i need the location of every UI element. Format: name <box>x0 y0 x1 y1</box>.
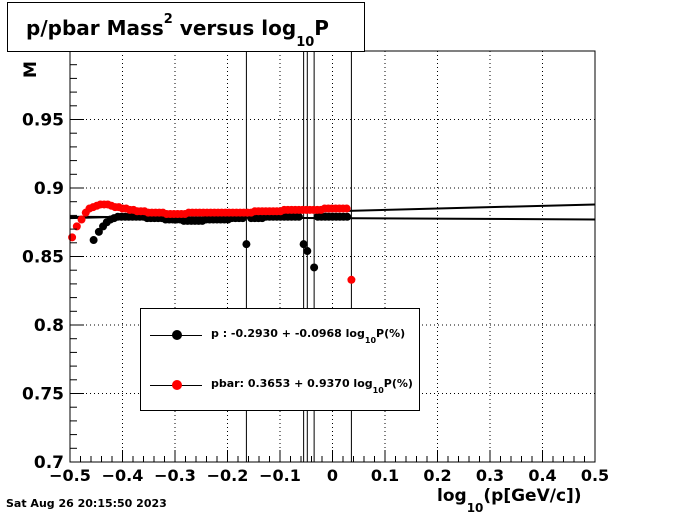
x-tick-label: 0.3 <box>476 466 504 485</box>
x-tick-label: 0.5 <box>581 466 609 485</box>
data-points <box>68 200 356 284</box>
data-point-pbar <box>72 222 81 231</box>
legend-label-pbar: pbar: 0.3653 + 0.9370 log10P(%) <box>211 377 413 396</box>
legend-entry-p: p : -0.2930 + -0.0968 log10P(%) <box>141 325 419 345</box>
x-tick-label: −0.3 <box>154 466 196 485</box>
data-point-p <box>303 247 312 256</box>
y-tick-label: 0.85 <box>22 248 64 268</box>
y-tick-label: 0.9 <box>34 179 64 199</box>
data-point-p <box>343 212 352 221</box>
legend-marker-p <box>172 330 182 340</box>
y-tick-label: 0.75 <box>22 385 64 405</box>
y-tick-label: 0.7 <box>34 453 64 473</box>
data-point-p <box>299 240 308 249</box>
x-tick-label: 0.1 <box>371 466 399 485</box>
x-axis-label: log10(p[GeV/c]) <box>437 486 582 515</box>
legend: p : -0.2930 + -0.0968 log10P(%) pbar: 0.… <box>140 308 420 411</box>
x-tick-label: −0.2 <box>207 466 249 485</box>
axes: −0.5 −0.4 −0.3 −0.2 −0.1 0 0.1 0.2 0.3 0.4 0.5 0.7 0… <box>22 50 609 485</box>
data-point-pbar <box>68 233 77 242</box>
y-tick-label: 0.95 <box>22 111 64 131</box>
legend-entry-pbar: pbar: 0.3653 + 0.9370 log10P(%) <box>141 375 419 395</box>
data-point-pbar <box>342 204 351 213</box>
timestamp-footer: Sat Aug 26 20:15:50 2023 <box>6 497 167 510</box>
y-axis-label: M <box>21 61 41 78</box>
y-tick-label: 0.8 <box>34 316 64 336</box>
data-point-p <box>242 240 251 249</box>
x-tick-label: −0.4 <box>102 466 144 485</box>
x-tick-label: 0 <box>327 466 338 485</box>
data-point-pbar <box>77 215 86 224</box>
x-tick-label: 0.4 <box>528 466 556 485</box>
data-point-p <box>94 227 103 236</box>
x-tick-label: −0.5 <box>49 466 91 485</box>
data-point-pbar <box>347 275 356 284</box>
legend-marker-pbar <box>172 380 182 390</box>
x-tick-label: 0.2 <box>423 466 451 485</box>
chart-title: p/pbar Mass2 versus log10P <box>26 12 329 50</box>
chart-title-box: p/pbar Mass2 versus log10P <box>7 2 365 52</box>
x-tick-label: −0.1 <box>259 466 301 485</box>
data-point-p <box>294 212 303 221</box>
data-point-p <box>310 263 319 272</box>
data-point-p <box>89 236 98 245</box>
legend-label-p: p : -0.2930 + -0.0968 log10P(%) <box>211 327 406 346</box>
